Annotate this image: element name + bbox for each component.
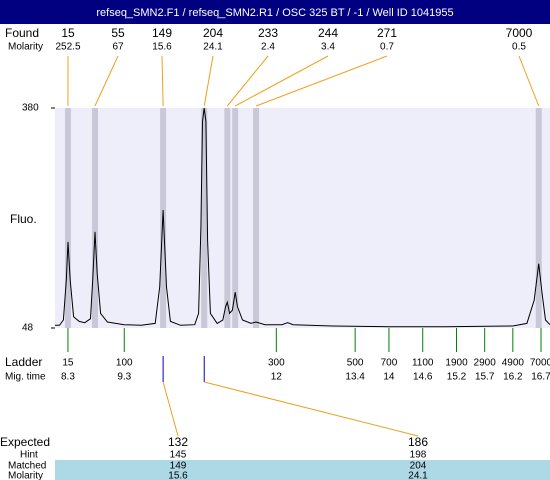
expected-molarity: 24.1 <box>408 471 428 480</box>
expected-size: 132 <box>168 435 188 449</box>
expected-molarity-label: Molarity <box>8 471 43 480</box>
found-molarity: 67 <box>112 42 124 53</box>
ladder-size: 7000 <box>530 358 550 369</box>
ladder-size: 700 <box>381 358 398 369</box>
found-size: 55 <box>111 26 125 40</box>
expected-connector <box>204 381 419 437</box>
found-molarity: 3.4 <box>321 42 335 53</box>
title-bar <box>0 0 550 24</box>
found-molarity: 0.5 <box>512 42 526 53</box>
ladder-size: 300 <box>268 358 285 369</box>
ladder-size: 500 <box>347 358 364 369</box>
ladder-time: 9.3 <box>117 372 131 383</box>
ladder-time: 16.7 <box>531 372 550 383</box>
found-molarity: 24.1 <box>203 42 223 53</box>
expected-matched: 204 <box>410 461 427 472</box>
peak-band <box>232 108 239 328</box>
found-size: 233 <box>258 26 278 40</box>
title: refseq_SMN2.F1 / refseq_SMN2.R1 / OSC 32… <box>96 7 453 19</box>
ladder-size: 100 <box>116 358 133 369</box>
expected-label: Expected <box>0 435 50 449</box>
peak-connector <box>518 55 540 107</box>
peak-band <box>224 108 231 328</box>
expected-hint: 145 <box>170 450 187 461</box>
peak-connector <box>203 55 214 107</box>
trace <box>55 107 550 328</box>
ladder-time: 15.7 <box>475 372 495 383</box>
ladder-time: 14 <box>383 372 395 383</box>
peak-connector <box>94 55 119 107</box>
ladder-time: 13.4 <box>345 372 365 383</box>
found-size: 7000 <box>506 26 533 40</box>
ladder-time: 15.2 <box>447 372 467 383</box>
ladder-size: 4900 <box>502 358 525 369</box>
peak-connector <box>161 55 164 107</box>
mig-time-label: Mig. time <box>5 372 46 383</box>
plot-area <box>55 108 550 328</box>
hint-label: Hint <box>20 450 38 461</box>
peak-band <box>91 108 98 328</box>
found-molarity: 252.5 <box>55 42 80 53</box>
expected-size: 186 <box>408 435 428 449</box>
y-tick-label: 380 <box>22 103 39 114</box>
peak-band <box>201 108 208 328</box>
ladder-time: 8.3 <box>61 372 75 383</box>
found-size: 204 <box>203 26 223 40</box>
peak-connector <box>234 55 329 107</box>
found-size: 149 <box>152 26 172 40</box>
found-molarity: 15.6 <box>152 42 172 53</box>
peak-band <box>64 108 71 328</box>
found-label: Found <box>5 26 39 40</box>
ladder-size: 15 <box>62 358 74 369</box>
ladder-size: 1900 <box>445 358 468 369</box>
peak-band <box>253 108 260 328</box>
found-molarity: 0.7 <box>380 42 394 53</box>
molarity-label: Molarity <box>8 42 43 53</box>
matched-highlight <box>55 460 550 480</box>
ladder-size: 1100 <box>412 358 434 369</box>
peak-band <box>535 108 542 328</box>
peak-connector <box>255 55 388 107</box>
expected-connector <box>162 381 179 437</box>
y-axis-label: Fluo. <box>10 212 37 226</box>
expected-molarity: 15.6 <box>168 471 188 480</box>
found-size: 271 <box>377 26 397 40</box>
peak-connector <box>226 55 269 107</box>
found-size: 244 <box>318 26 338 40</box>
ladder-time: 12 <box>271 372 283 383</box>
ladder-size: 2900 <box>474 358 497 369</box>
matched-label: Matched <box>8 461 46 472</box>
found-size: 15 <box>61 26 75 40</box>
y-tick-label: 48 <box>22 323 34 334</box>
ladder-time: 14.6 <box>413 372 433 383</box>
ladder-time: 16.2 <box>503 372 523 383</box>
ladder-label: Ladder <box>5 355 42 369</box>
expected-matched: 149 <box>170 461 187 472</box>
expected-hint: 198 <box>410 450 427 461</box>
found-molarity: 2.4 <box>261 42 275 53</box>
